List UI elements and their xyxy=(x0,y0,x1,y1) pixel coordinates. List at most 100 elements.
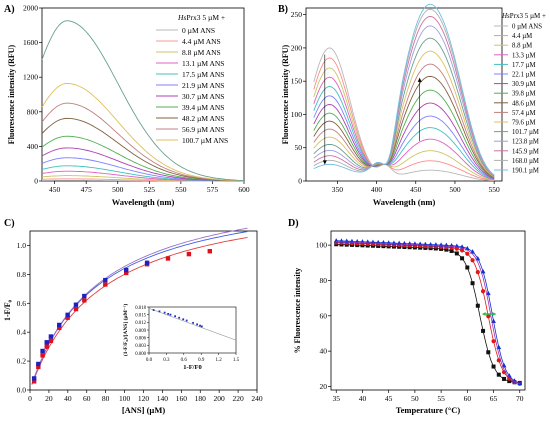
panel-b-y-tick-label: 200 xyxy=(291,43,303,52)
panel-b-x-tick-label: 400 xyxy=(371,185,383,194)
panel-c-data-point xyxy=(65,315,70,320)
panel-c-y-tick-label: 0.8 xyxy=(17,270,27,279)
panel-a-legend-label: 17.5 µM ANS xyxy=(182,70,224,79)
panel-c-inset-frame xyxy=(148,306,237,354)
panel-a-legend-label: 100.7 µM ANS xyxy=(182,136,228,145)
panel-c-data-point xyxy=(73,302,79,307)
panel-a-x-tick-label: 575 xyxy=(207,185,219,194)
panel-c-x-tick-label: 220 xyxy=(232,394,244,403)
panel-c-inset-y-tick-label: 0.003 xyxy=(135,344,146,349)
panel-c-x-tick-label: 80 xyxy=(102,394,110,403)
panel-d-data-point xyxy=(459,248,465,253)
panel-a-x-tick-label: 475 xyxy=(81,185,93,194)
panel-d-x-tick-label: 65 xyxy=(490,394,498,403)
panel-d-data-point xyxy=(480,289,486,294)
panel-c-inset-x-label: 1-F/F0 xyxy=(183,364,201,371)
panel-b-series-line xyxy=(313,16,495,176)
panel-b-series-line xyxy=(313,57,495,181)
panel-b-series-line xyxy=(313,75,495,178)
panel-c-inset-y-tick-label: 0.018 xyxy=(135,306,146,311)
panel-c-inset-point xyxy=(158,310,161,313)
panel-a-legend-title-rest: Prx3 5 µM + xyxy=(186,13,225,22)
panel-d-y-tick-label: 20 xyxy=(320,382,328,391)
panel-b-legend-label: 22.1 µM xyxy=(512,72,536,79)
panel-b-plot-frame xyxy=(305,7,503,182)
panel-d-data-point xyxy=(470,249,475,254)
panel-b-series-line xyxy=(313,47,495,182)
panel-a-letter: A) xyxy=(4,4,15,15)
panel-b-series-line xyxy=(313,76,495,181)
panel-c-data-point xyxy=(57,325,62,331)
panel-d-y-tick-label: 80 xyxy=(320,276,328,285)
panel-d-plot-frame xyxy=(330,230,526,391)
panel-c-inset-x-tick-label: 1.2 xyxy=(215,358,222,363)
panel-d-data-point xyxy=(517,380,523,386)
panel-b-x-tick-label: 500 xyxy=(449,185,461,194)
panel-c-y-tick-label: 1.0 xyxy=(17,241,27,250)
panel-b-series-line xyxy=(313,102,495,179)
panel-a-legend-title-italic: Hs xyxy=(177,13,186,22)
panel-a-x-tick-label: 600 xyxy=(238,185,250,194)
panel-c-x-tick-label: 180 xyxy=(195,394,207,403)
panel-a-legend-label: 56.9 µM ANS xyxy=(182,125,224,134)
panel-b-legend-label: 0 µM ANS xyxy=(512,24,542,31)
panel-c-inset-x-tick-label: 0.9 xyxy=(198,358,205,363)
panel-b-up-arrowhead xyxy=(417,77,422,82)
panel-c-x-tick-label: 40 xyxy=(64,394,72,403)
panel-c-data-point xyxy=(73,306,79,312)
panel-b-down-arrowhead xyxy=(322,160,327,165)
panel-c-data-point xyxy=(36,364,41,370)
panel-b-y-tick-label: 150 xyxy=(291,77,303,86)
panel-a-legend-label: 30.7 µM ANS xyxy=(182,92,224,101)
panel-c-data-point xyxy=(36,361,41,367)
panel-c-data-point xyxy=(57,322,62,328)
panel-b-legend-label: 145.9 µM xyxy=(512,148,539,155)
panel-c-x-tick-label: 200 xyxy=(214,394,226,403)
panel-d-data-point xyxy=(475,303,480,308)
panel-b-y-axis-label: Fluorescence intensity (RFU) xyxy=(281,44,290,144)
panel-a-series-line xyxy=(41,82,245,182)
panel-a: A) 450 475 500 525 550 575 600 0 400 800 1200 1600 20… xyxy=(4,4,250,208)
panel-d-x-tick-label: 45 xyxy=(385,394,393,403)
panel-c-inset-x-tick-label: 0.6 xyxy=(181,358,188,363)
panel-c-inset-point xyxy=(199,324,201,327)
panel-d-data-point xyxy=(486,350,491,355)
panel-c-data-point xyxy=(44,344,49,349)
panel-a-series-line xyxy=(41,20,245,182)
panel-a-y-tick-label: 800 xyxy=(27,107,39,116)
panel-c-data-point xyxy=(144,260,150,265)
panel-d-data-point xyxy=(491,364,496,369)
panel-a-y-tick-label: 1600 xyxy=(23,38,38,47)
panel-c-data-point xyxy=(123,270,129,276)
panel-b-series-line xyxy=(313,3,495,176)
panel-d-x-tick-label: 70 xyxy=(516,394,524,403)
panel-a-legend-label: 8.8 µM ANS xyxy=(182,48,221,57)
panel-c-inset-point xyxy=(152,309,155,311)
panel-a-y-tick-label: 400 xyxy=(27,142,39,151)
panel-c-y-tick-label: 0.4 xyxy=(17,328,27,337)
panel-b-legend-label: 39.8 µM xyxy=(512,91,536,98)
panel-c-data-point xyxy=(82,293,87,299)
panel-b-y-tick-label: 50 xyxy=(295,143,303,152)
panel-a-legend-label: 39.4 µM ANS xyxy=(182,103,224,112)
panel-a-x-tick-label: 450 xyxy=(49,185,61,194)
panel-d-shift-arrowhead-left xyxy=(482,312,486,317)
panel-b-y-tick-label: 250 xyxy=(291,10,303,19)
panel-c-inset-point xyxy=(169,313,172,316)
panel-d-data-point xyxy=(512,378,517,383)
panel-c-x-tick-label: 120 xyxy=(138,394,150,403)
panel-c-x-tick-label: 0 xyxy=(28,394,32,403)
panel-c-x-tick-label: 140 xyxy=(157,394,169,403)
panel-c-inset-y-label: (1-F/F₀)/[ANS] (µM⁻¹) xyxy=(122,304,129,356)
panel-b-series-line xyxy=(313,8,495,176)
panel-d-data-point xyxy=(507,376,512,381)
panel-c-data-point xyxy=(82,298,87,303)
panel-c-data-point xyxy=(165,256,171,261)
panel-c-inset-point xyxy=(174,315,176,318)
panel-c-x-tick-label: 240 xyxy=(251,394,263,403)
panel-b-letter: B) xyxy=(278,4,288,15)
panel-d-data-point xyxy=(460,256,465,261)
panel-b-legend-label: 4.4 µM xyxy=(512,33,532,40)
panel-d-data-point xyxy=(475,269,480,275)
panel-c: C)0 20 40 60 80 100 120 140 160 180 200 220 2400.00.… xyxy=(3,218,263,415)
